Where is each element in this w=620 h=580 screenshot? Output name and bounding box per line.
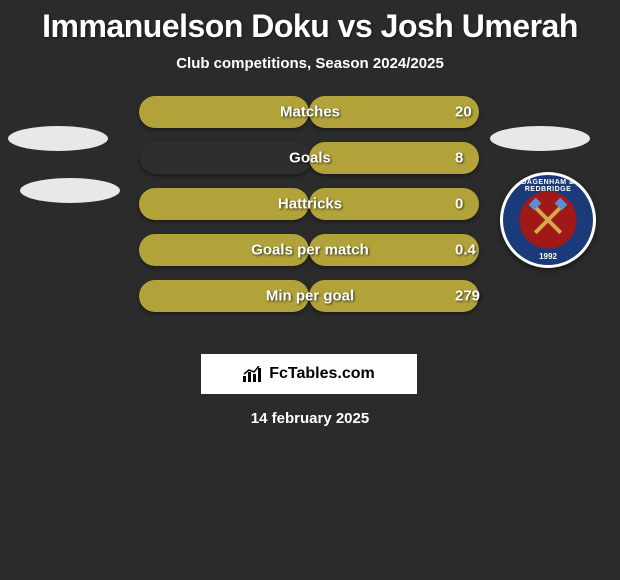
crest-top-text: DAGENHAM & REDBRIDGE	[503, 179, 593, 193]
fctables-watermark: FcTables.com	[201, 354, 417, 394]
fctables-label: FcTables.com	[269, 365, 375, 383]
crest-year: 1992	[503, 252, 593, 261]
stat-label: Goals	[289, 150, 331, 167]
stat-row: Matches 20	[0, 96, 620, 128]
chart-icon	[243, 366, 263, 382]
club-crest: DAGENHAM & REDBRIDGE 1992	[500, 172, 596, 268]
date-text: 14 february 2025	[0, 410, 620, 427]
page-subtitle: Club competitions, Season 2024/2025	[0, 55, 620, 72]
stat-value-right: 0.4	[455, 242, 476, 259]
stat-row: Goals 8	[0, 142, 620, 174]
stat-label: Goals per match	[251, 242, 369, 259]
stat-value-right: 20	[455, 104, 472, 121]
stat-value-right: 279	[455, 288, 480, 305]
stat-row: Min per goal 279	[0, 280, 620, 312]
stat-label: Hattricks	[278, 196, 342, 213]
stat-value-right: 8	[455, 150, 463, 167]
comparison-infographic: Immanuelson Doku vs Josh Umerah Club com…	[0, 0, 620, 580]
stat-bar-right	[309, 142, 479, 174]
stat-label: Matches	[280, 104, 340, 121]
stat-bar-left	[140, 142, 312, 174]
stat-label: Min per goal	[266, 288, 354, 305]
page-title: Immanuelson Doku vs Josh Umerah	[0, 0, 620, 45]
crest-hammers-icon	[526, 198, 570, 242]
stat-value-right: 0	[455, 196, 463, 213]
